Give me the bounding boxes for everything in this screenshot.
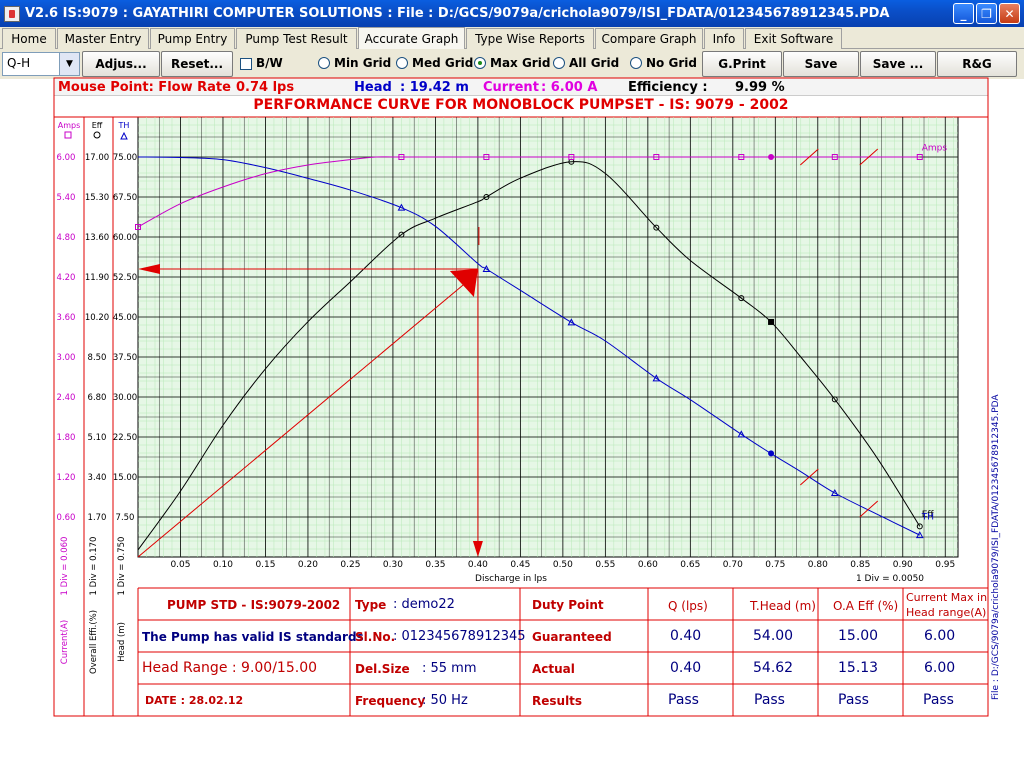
current-label: Current [483, 80, 539, 95]
rg-button[interactable]: R&G [937, 51, 1017, 77]
min-grid-label: Min Grid [334, 56, 392, 70]
guaranteed-head: 54.00 [753, 628, 794, 644]
date-text: DATE : 28.02.12 [145, 694, 244, 707]
save-as-button[interactable]: Save ... [860, 51, 936, 77]
tab-exit-software[interactable]: Exit Software [745, 28, 842, 49]
close-button[interactable]: ✕ [999, 3, 1020, 24]
tab-master-entry[interactable]: Master Entry [57, 28, 149, 49]
actual-head: 54.62 [753, 660, 794, 676]
result-eff: Pass [838, 692, 869, 708]
java-app-icon [4, 5, 20, 22]
actual-current: 6.00 [924, 660, 956, 676]
slno-label: Sl.No. [355, 630, 396, 644]
delsize-value: : 55 mm [422, 661, 477, 676]
result-q: Pass [668, 692, 699, 708]
tab-accurate-graph[interactable]: Accurate Graph [358, 27, 465, 50]
max-grid-radio[interactable] [474, 57, 486, 69]
efficiency-label: Efficiency : [628, 80, 708, 95]
type-label: Type [355, 598, 387, 612]
guaranteed-q: 0.40 [670, 628, 702, 644]
bw-label: B/W [256, 56, 283, 70]
pump-std-text: PUMP STD - IS:9079-2002 [167, 598, 341, 612]
actual-label: Actual [532, 662, 575, 676]
all-grid-label: All Grid [569, 56, 620, 70]
actual-q: 0.40 [670, 660, 702, 676]
min-grid-radio[interactable] [318, 57, 330, 69]
chevron-down-icon[interactable]: ▼ [59, 53, 79, 75]
frequency-label: Frequency [355, 694, 426, 708]
col-current-header: Current Max in Head range(A) [906, 591, 988, 619]
tab-pump-test-result[interactable]: Pump Test Result [236, 28, 357, 49]
delsize-label: Del.Size [355, 662, 410, 676]
save-button[interactable]: Save [783, 51, 859, 77]
bw-checkbox[interactable] [240, 58, 252, 70]
tab-type-wise-reports[interactable]: Type Wise Reports [466, 28, 594, 49]
results-label: Results [532, 694, 583, 708]
tab-compare-graph[interactable]: Compare Graph [595, 28, 703, 49]
no-grid-label: No Grid [646, 56, 697, 70]
head-value: : 19.42 m [400, 80, 469, 95]
maximize-button[interactable]: ❐ [976, 3, 997, 24]
graph-title: PERFORMANCE CURVE FOR MONOBLOCK PUMPSET … [253, 97, 789, 113]
col-q-header: Q (lps) [668, 599, 708, 613]
col-eff-header: O.A Eff (%) [833, 599, 899, 613]
graph-type-select[interactable]: Q-H ▼ [2, 52, 80, 76]
head-label: Head [354, 80, 392, 95]
med-grid-label: Med Grid [412, 56, 474, 70]
graph-type-value: Q-H [7, 56, 31, 70]
type-value: : demo22 [393, 597, 455, 612]
side-file-label: File : D:/GCS/9079a/crichola9079/ISI_FDA… [991, 394, 1001, 700]
tab-info[interactable]: Info [704, 28, 744, 49]
all-grid-radio[interactable] [553, 57, 565, 69]
efficiency-value: 9.99 % [735, 80, 785, 95]
flow-rate-value: 0.74 lps [236, 80, 295, 95]
graph-toolbar: Q-H ▼ Adjus... Reset... B/W Min Grid Med… [0, 49, 1024, 79]
max-grid-label: Max Grid [490, 56, 551, 70]
guaranteed-label: Guaranteed [532, 630, 612, 644]
actual-eff: 15.13 [838, 660, 879, 676]
window-title: V2.6 IS:9079 : GAYATHIRI COMPUTER SOLUTI… [25, 6, 890, 21]
side-file-label-wrap: File : D:/GCS/9079a/crichola9079/ISI_FDA… [991, 394, 1005, 700]
no-grid-radio[interactable] [630, 57, 642, 69]
valid-standards-text: The Pump has valid IS standards [142, 630, 364, 644]
title-bar: V2.6 IS:9079 : GAYATHIRI COMPUTER SOLUTI… [0, 0, 1024, 27]
med-grid-radio[interactable] [396, 57, 408, 69]
main-tab-bar: Home Master Entry Pump Entry Pump Test R… [0, 27, 1024, 50]
duty-point-label: Duty Point [532, 598, 604, 612]
tab-home[interactable]: Home [2, 28, 56, 49]
adjust-button[interactable]: Adjus... [82, 51, 160, 77]
head-range-text: Head Range : 9.00/15.00 [142, 660, 318, 676]
gprint-button[interactable]: G.Print [702, 51, 782, 77]
result-head: Pass [754, 692, 785, 708]
flow-rate-label: Mouse Point: Flow Rate [58, 80, 231, 95]
reset-button[interactable]: Reset... [161, 51, 233, 77]
tab-pump-entry[interactable]: Pump Entry [150, 28, 235, 49]
result-current: Pass [923, 692, 954, 708]
current-value: : 6.00 A [541, 80, 598, 95]
slno-value: : 012345678912345 [393, 629, 526, 644]
minimize-button[interactable]: _ [953, 3, 974, 24]
guaranteed-current: 6.00 [924, 628, 956, 644]
frequency-value: : 50 Hz [422, 693, 468, 708]
col-head-header: T.Head (m) [750, 599, 816, 613]
guaranteed-eff: 15.00 [838, 628, 879, 644]
